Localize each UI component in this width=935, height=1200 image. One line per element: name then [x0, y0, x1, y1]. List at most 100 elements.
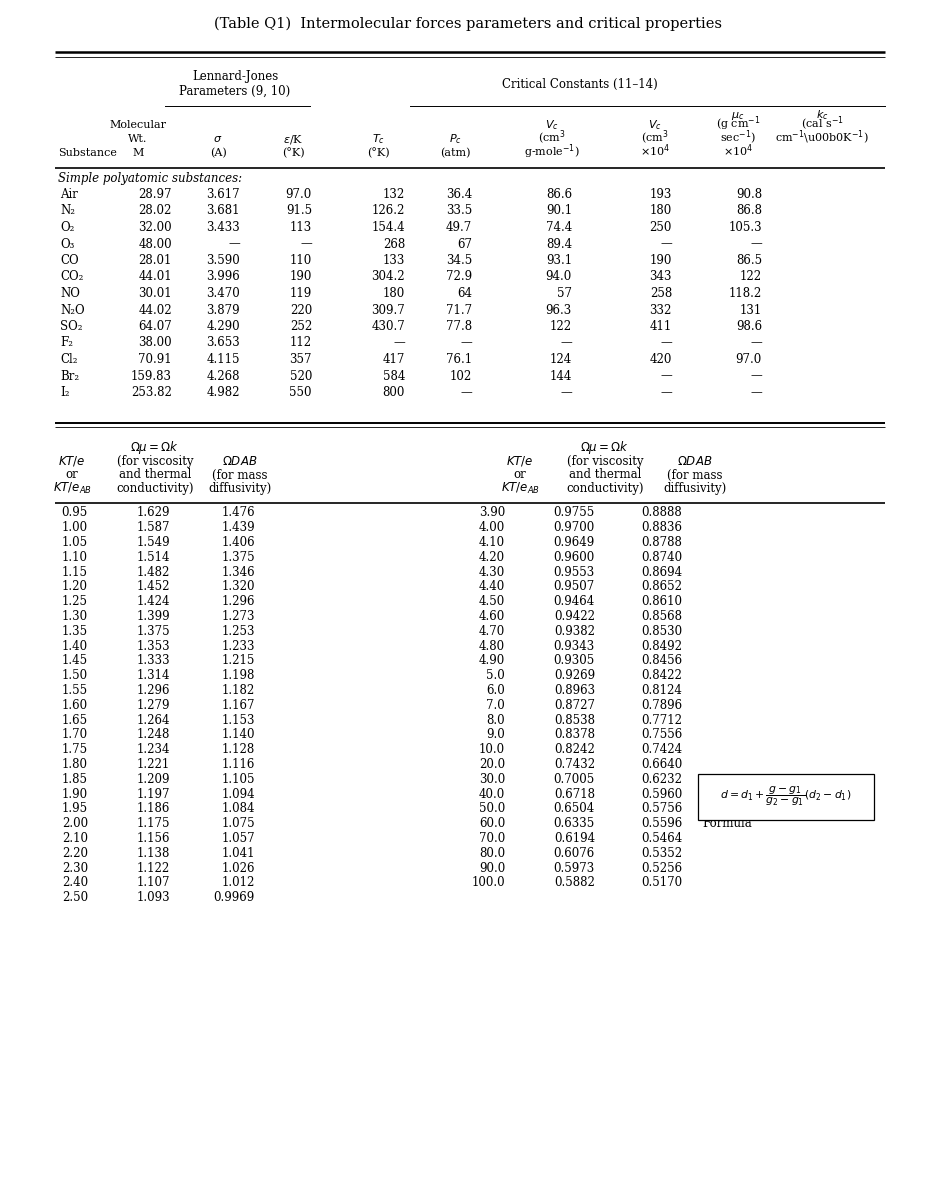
Text: 1.452: 1.452	[137, 581, 170, 594]
Text: 1.264: 1.264	[137, 714, 170, 727]
Text: 252: 252	[290, 320, 312, 334]
Text: 1.30: 1.30	[62, 610, 88, 623]
Text: 89.4: 89.4	[546, 238, 572, 251]
Text: $\Omega DAB$: $\Omega DAB$	[223, 455, 258, 468]
Text: 4.40: 4.40	[479, 581, 505, 594]
Text: 1.629: 1.629	[137, 506, 170, 520]
Text: 332: 332	[650, 304, 672, 317]
Text: 0.8124: 0.8124	[641, 684, 682, 697]
Text: 2.00: 2.00	[62, 817, 88, 830]
Text: 1.05: 1.05	[62, 536, 88, 550]
Text: 1.175: 1.175	[137, 817, 170, 830]
Text: Critical Constants (11–14): Critical Constants (11–14)	[502, 78, 658, 91]
Text: 0.5973: 0.5973	[554, 862, 595, 875]
Text: —: —	[660, 370, 672, 383]
Text: 1.273: 1.273	[222, 610, 255, 623]
Text: $\epsilon$/K: $\epsilon$/K	[283, 132, 303, 145]
Text: 1.041: 1.041	[222, 847, 255, 860]
Text: 44.01: 44.01	[138, 270, 172, 283]
Text: 1.084: 1.084	[222, 803, 255, 816]
Text: 0.8963: 0.8963	[554, 684, 595, 697]
Text: 1.353: 1.353	[137, 640, 170, 653]
Text: 1.167: 1.167	[222, 698, 255, 712]
Text: 1.105: 1.105	[222, 773, 255, 786]
Text: conductivity): conductivity)	[116, 482, 194, 494]
Text: —: —	[228, 238, 240, 251]
Text: 0.95: 0.95	[62, 506, 88, 520]
Text: 4.60: 4.60	[479, 610, 505, 623]
Text: 430.7: 430.7	[371, 320, 405, 334]
Text: $KT/e$: $KT/e$	[506, 455, 534, 468]
Text: 70.0: 70.0	[479, 832, 505, 845]
Text: 80.0: 80.0	[479, 847, 505, 860]
Text: 1.026: 1.026	[222, 862, 255, 875]
Text: 50.0: 50.0	[479, 803, 505, 816]
Text: 268: 268	[382, 238, 405, 251]
Text: 0.5464: 0.5464	[640, 832, 682, 845]
Text: 417: 417	[382, 353, 405, 366]
Text: 2.30: 2.30	[62, 862, 88, 875]
Text: 90.0: 90.0	[479, 862, 505, 875]
Text: 0.5960: 0.5960	[640, 787, 682, 800]
Text: 0.9600: 0.9600	[554, 551, 595, 564]
Text: —: —	[660, 238, 672, 251]
Text: 1.40: 1.40	[62, 640, 88, 653]
Text: Substance: Substance	[58, 148, 117, 158]
Text: diffusivity): diffusivity)	[209, 482, 272, 494]
Text: 1.333: 1.333	[137, 654, 170, 667]
Text: 159.83: 159.83	[131, 370, 172, 383]
Text: 86.8: 86.8	[736, 204, 762, 217]
Text: 1.234: 1.234	[137, 743, 170, 756]
Text: —: —	[750, 238, 762, 251]
Text: 40.0: 40.0	[479, 787, 505, 800]
Text: 220: 220	[290, 304, 312, 317]
Text: 76.1: 76.1	[446, 353, 472, 366]
Text: N₂: N₂	[60, 204, 75, 217]
Text: (for viscosity: (for viscosity	[117, 455, 194, 468]
Text: 0.5170: 0.5170	[640, 876, 682, 889]
Text: Air: Air	[60, 188, 78, 200]
Text: 1.296: 1.296	[137, 684, 170, 697]
Text: 420: 420	[650, 353, 672, 366]
Text: 0.6504: 0.6504	[554, 803, 595, 816]
Text: 72.9: 72.9	[446, 270, 472, 283]
Text: 0.8727: 0.8727	[554, 698, 595, 712]
Text: 30.01: 30.01	[138, 287, 172, 300]
Text: 2.20: 2.20	[62, 847, 88, 860]
Text: (°K): (°K)	[281, 148, 304, 158]
Text: 1.15: 1.15	[62, 565, 88, 578]
Text: 0.8568: 0.8568	[641, 610, 682, 623]
Text: —: —	[560, 386, 572, 398]
Text: 67: 67	[457, 238, 472, 251]
Text: 113: 113	[290, 221, 312, 234]
Text: 1.156: 1.156	[137, 832, 170, 845]
Text: 10.0: 10.0	[479, 743, 505, 756]
Text: 122: 122	[550, 320, 572, 334]
Text: 0.6718: 0.6718	[554, 787, 595, 800]
Text: 32.00: 32.00	[138, 221, 172, 234]
Text: 1.375: 1.375	[222, 551, 255, 564]
Text: 0.8422: 0.8422	[641, 670, 682, 683]
Text: 1.248: 1.248	[137, 728, 170, 742]
Text: 1.399: 1.399	[137, 610, 170, 623]
Text: 2.10: 2.10	[62, 832, 88, 845]
Text: 126.2: 126.2	[371, 204, 405, 217]
Text: and thermal: and thermal	[568, 468, 641, 481]
Text: —: —	[560, 336, 572, 349]
Text: 3.879: 3.879	[207, 304, 240, 317]
Text: 86.5: 86.5	[736, 254, 762, 266]
Text: (for mass: (for mass	[668, 468, 723, 481]
Text: 2.40: 2.40	[62, 876, 88, 889]
Text: 0.5756: 0.5756	[640, 803, 682, 816]
Text: 4.268: 4.268	[207, 370, 240, 383]
Text: $V_c$: $V_c$	[545, 118, 559, 132]
Text: 1.094: 1.094	[222, 787, 255, 800]
Text: 20.0: 20.0	[479, 758, 505, 772]
Text: 1.012: 1.012	[222, 876, 255, 889]
Text: 258: 258	[650, 287, 672, 300]
Text: 1.253: 1.253	[222, 625, 255, 638]
Text: 100.0: 100.0	[471, 876, 505, 889]
Text: 1.057: 1.057	[222, 832, 255, 845]
Text: 74.4: 74.4	[546, 221, 572, 234]
Text: 309.7: 309.7	[371, 304, 405, 317]
